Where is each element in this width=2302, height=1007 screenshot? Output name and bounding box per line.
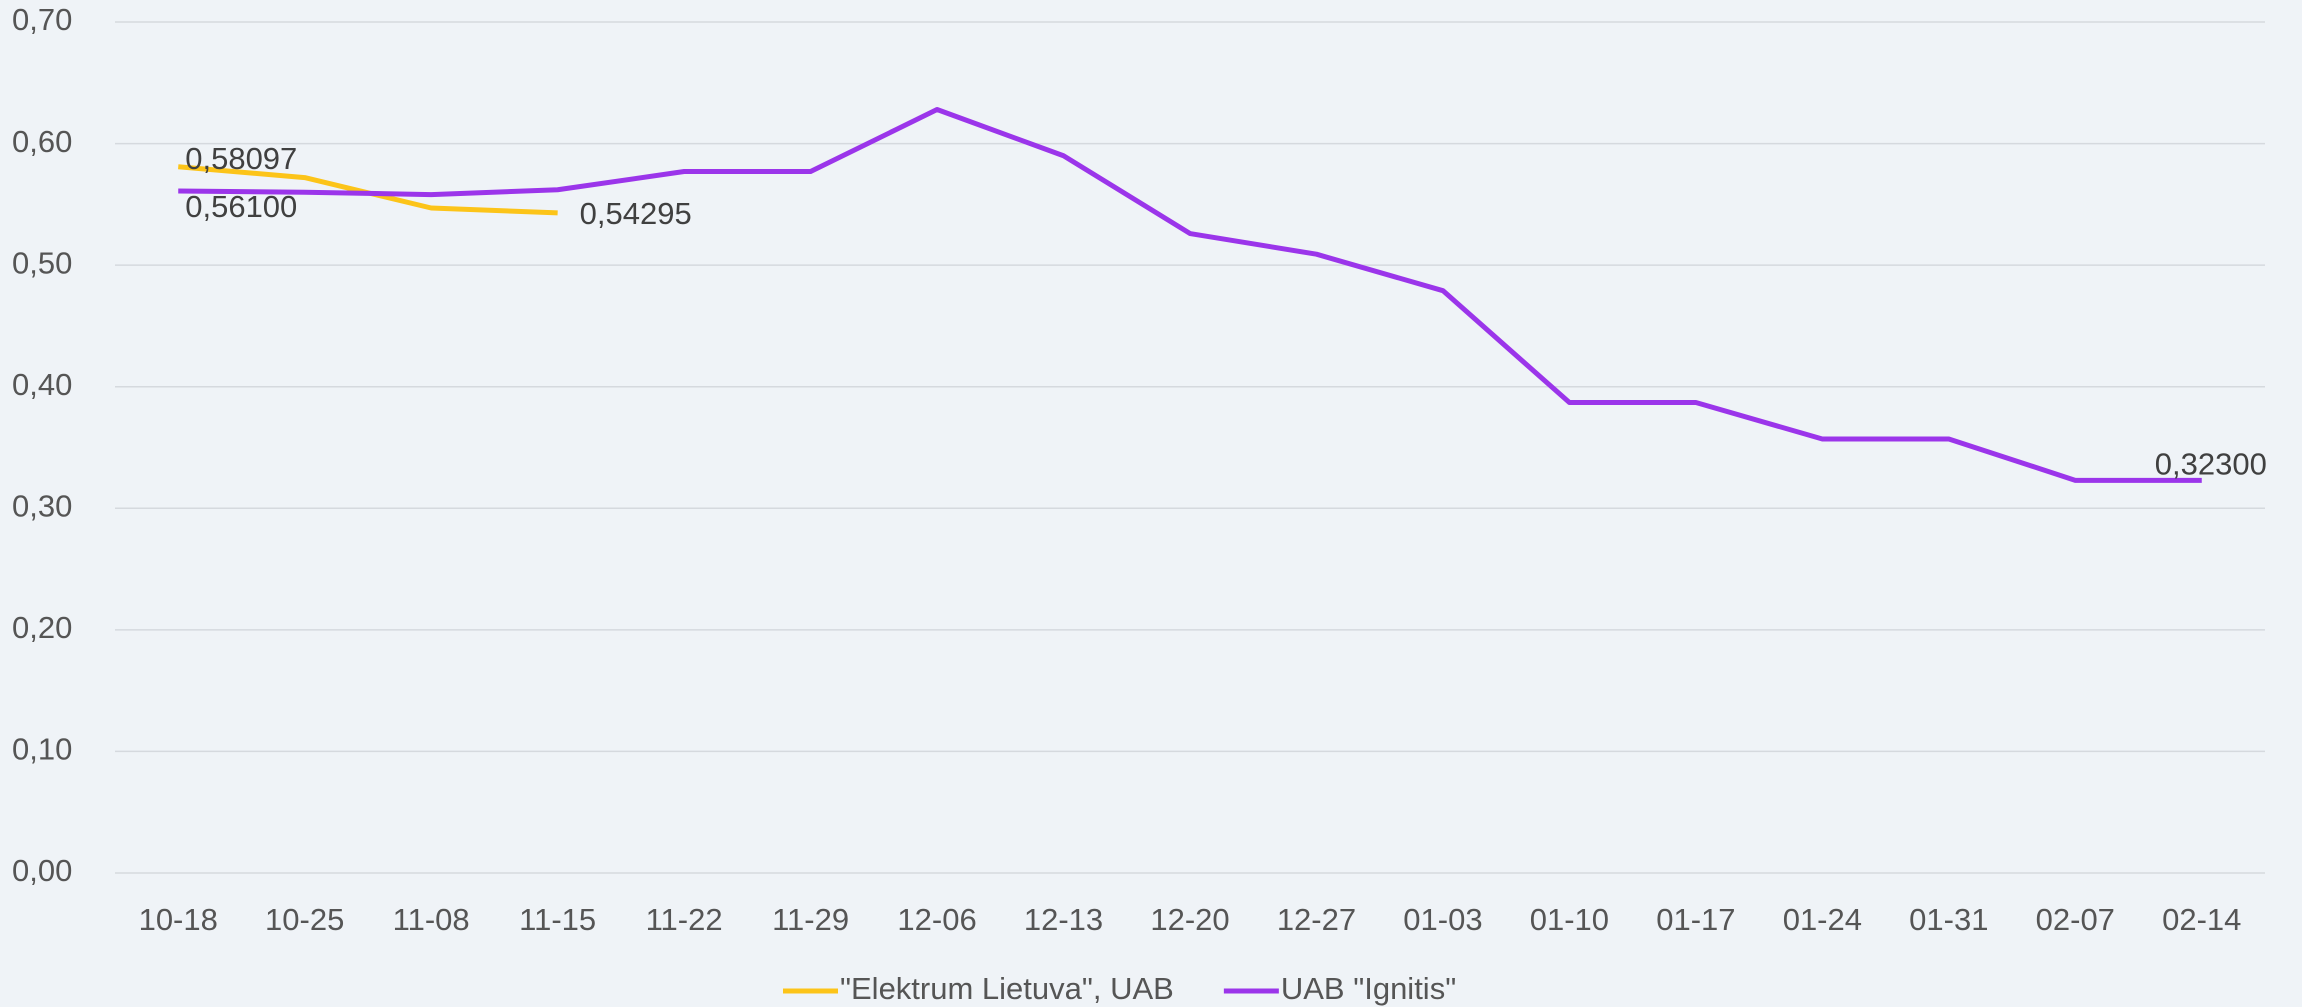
legend-label: UAB "Ignitis": [1281, 971, 1456, 1006]
y-tick-label: 0,30: [12, 488, 72, 523]
data-label: 0,58097: [185, 141, 297, 176]
x-tick-label: 01-03: [1403, 902, 1482, 937]
legend-label: "Elektrum Lietuva", UAB: [840, 971, 1174, 1006]
y-tick-label: 0,60: [12, 124, 72, 159]
x-tick-label: 01-24: [1783, 902, 1862, 937]
data-label: 0,56100: [185, 189, 297, 224]
x-tick-label: 12-06: [897, 902, 976, 937]
x-tick-label: 01-17: [1656, 902, 1735, 937]
x-tick-label: 10-25: [265, 902, 344, 937]
x-tick-label: 12-27: [1277, 902, 1356, 937]
x-tick-label: 02-14: [2162, 902, 2241, 937]
x-tick-label: 11-15: [519, 902, 596, 937]
data-label: 0,32300: [2155, 447, 2267, 482]
x-tick-label: 12-20: [1150, 902, 1229, 937]
series-line: [178, 107, 2202, 483]
y-tick-label: 0,40: [12, 367, 72, 402]
x-tick-label: 01-10: [1530, 902, 1609, 937]
x-tick-label: 10-18: [139, 902, 218, 937]
y-tick-label: 0,10: [12, 732, 72, 767]
y-tick-label: 0,00: [12, 853, 72, 888]
x-tick-label: 02-07: [2036, 902, 2115, 937]
x-tick-label: 11-29: [772, 902, 849, 937]
y-tick-label: 0,20: [12, 610, 72, 645]
x-tick-label: 11-22: [646, 902, 723, 937]
data-label: 0,54295: [580, 196, 692, 231]
y-tick-label: 0,70: [12, 2, 72, 37]
x-tick-label: 01-31: [1909, 902, 1988, 937]
x-tick-label: 12-13: [1024, 902, 1103, 937]
x-tick-label: 11-08: [393, 902, 470, 937]
y-tick-label: 0,50: [12, 245, 72, 280]
